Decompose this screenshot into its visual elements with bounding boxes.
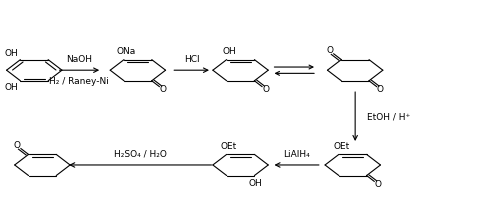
Text: O: O (263, 85, 269, 94)
Text: H₂ / Raney-Ni: H₂ / Raney-Ni (49, 77, 109, 85)
Text: O: O (13, 141, 21, 150)
Text: LiAlH₄: LiAlH₄ (283, 150, 310, 159)
Text: EtOH / H⁺: EtOH / H⁺ (367, 112, 410, 121)
Text: NaOH: NaOH (66, 55, 92, 64)
Text: OH: OH (249, 179, 262, 188)
Text: O: O (374, 180, 382, 189)
Text: OEt: OEt (221, 142, 237, 151)
Text: OH: OH (4, 49, 18, 57)
Text: O: O (160, 85, 167, 94)
Text: ONa: ONa (117, 47, 136, 56)
Text: OH: OH (4, 83, 18, 92)
Text: H₂SO₄ / H₂O: H₂SO₄ / H₂O (114, 150, 167, 159)
Text: OEt: OEt (333, 142, 349, 151)
Text: O: O (326, 46, 334, 55)
Text: O: O (377, 85, 384, 94)
Text: HCl: HCl (184, 55, 199, 64)
Text: OH: OH (222, 47, 236, 56)
